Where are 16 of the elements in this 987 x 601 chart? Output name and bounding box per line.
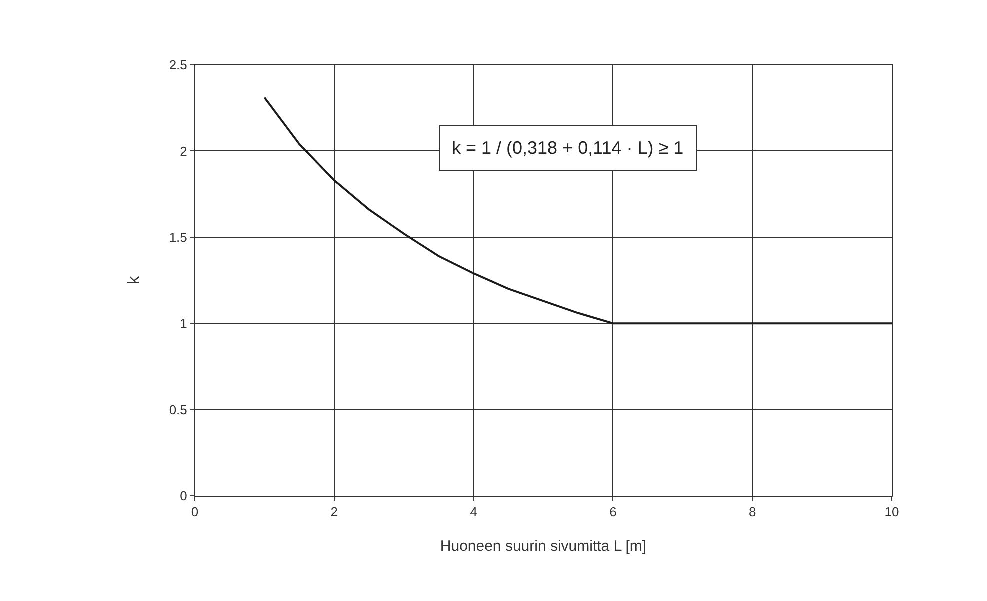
y-tick-label: 0.5 xyxy=(169,402,188,418)
x-tick-label: 0 xyxy=(191,504,199,520)
line-series xyxy=(264,96,892,325)
y-tick-label: 2 xyxy=(180,144,188,159)
x-tick-label: 10 xyxy=(884,504,900,520)
y-tick-label: 1 xyxy=(180,316,188,332)
annotation: k = 1 / (0,318 + 0,114 · L) ≥ 1 xyxy=(452,138,684,158)
x-tick-label: 6 xyxy=(610,504,617,520)
x-tick-label: 2 xyxy=(330,504,338,520)
x-axis-title: Huoneen suurin sivumitta L [m] xyxy=(440,538,647,555)
y-tick-label: 1.5 xyxy=(169,230,188,245)
y-axis-title: k xyxy=(126,276,144,284)
y-tick-label: 2.5 xyxy=(169,58,188,73)
y-tick-label: 0 xyxy=(180,488,188,504)
x-tick-label: 4 xyxy=(470,504,478,520)
x-tick-label: 8 xyxy=(748,504,756,520)
